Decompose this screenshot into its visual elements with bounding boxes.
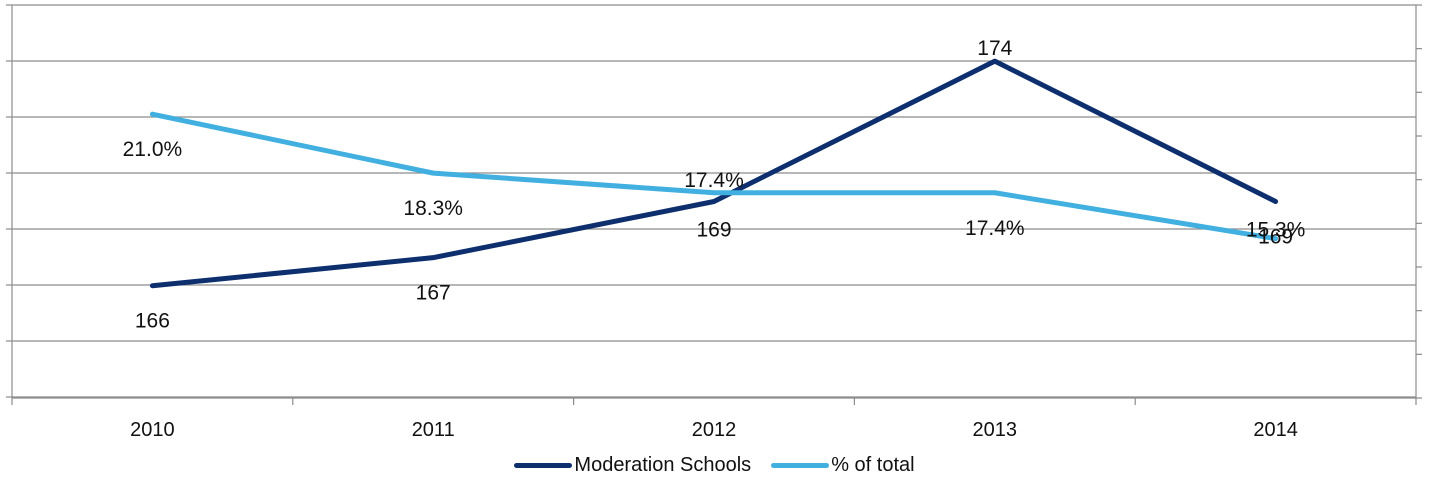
gridlines [12, 4, 1416, 398]
data-label-pct-of-total: 17.4% [684, 169, 744, 192]
data-label-moderation-schools: 169 [1258, 226, 1293, 249]
x-tick-label: 2013 [973, 419, 1018, 441]
legend-label-pct-of-total: % of total [831, 454, 915, 476]
axes: 2010 2011 2012 2013 2014 [6, 4, 1422, 441]
series-line-moderation-schools [149, 58, 1279, 289]
x-tick-label: 2010 [130, 419, 175, 441]
x-tick-label: 2011 [412, 419, 455, 441]
series-line-pct-of-total [149, 111, 1279, 242]
data-labels: 166 167 169 174 169 21.0% 18.3% 17.4% 17.4% 15.3% [123, 37, 1306, 333]
data-label-moderation-schools: 166 [135, 310, 170, 333]
data-label-pct-of-total: 15.3% [1246, 219, 1306, 242]
data-label-pct-of-total: 17.4% [965, 217, 1025, 240]
data-label-moderation-schools: 167 [416, 282, 451, 305]
data-label-pct-of-total: 18.3% [403, 197, 463, 220]
legend-item-pct-of-total: % of total [771, 454, 915, 477]
x-tick-label: 2014 [1253, 419, 1298, 441]
data-label-pct-of-total: 21.0% [123, 138, 183, 161]
legend: Moderation Schools % of total [0, 454, 1429, 477]
legend-label-moderation-schools: Moderation Schools [574, 454, 752, 476]
legend-swatch-pct-of-total [771, 463, 830, 468]
data-label-moderation-schools: 169 [696, 219, 731, 242]
x-tick-label: 2012 [692, 419, 737, 441]
series-lines [149, 58, 1279, 289]
legend-swatch-moderation-schools [514, 463, 573, 468]
legend-item-moderation-schools: Moderation Schools [514, 454, 751, 477]
data-label-moderation-schools: 174 [977, 37, 1012, 60]
